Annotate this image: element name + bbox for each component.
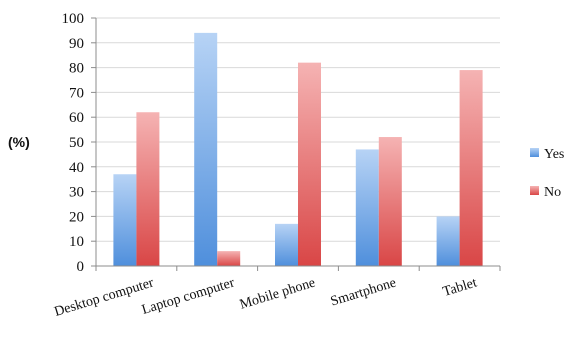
x-tick-label: Desktop computer [53, 275, 156, 320]
bar-yes-laptop-computer [194, 32, 218, 266]
bar-yes-tablet [436, 216, 460, 266]
y-tick-label: 40 [69, 160, 84, 176]
y-tick-label: 10 [69, 234, 84, 250]
y-tick-label: 20 [69, 209, 84, 225]
legend: Yes No [530, 147, 564, 200]
axes [91, 17, 501, 271]
x-tick-label: Smartphone [329, 275, 398, 309]
y-tick-label: 80 [69, 61, 84, 77]
y-tick-label: 30 [69, 185, 84, 201]
legend-swatch-no [530, 186, 539, 195]
legend-label-no: No [544, 185, 561, 200]
y-tick-label: 50 [69, 135, 84, 151]
bar-no-mobile-phone [298, 62, 321, 266]
x-tick-label: Mobile phone [238, 275, 317, 312]
y-axis-label: (%) [8, 134, 30, 150]
bar-yes-mobile-phone [275, 223, 298, 266]
y-tick-label: 90 [69, 36, 84, 52]
y-tick-label: 0 [77, 259, 85, 275]
y-tick-label: 60 [69, 110, 84, 126]
bars [113, 32, 483, 267]
x-tick-label: Tablet [441, 275, 479, 300]
bar-no-tablet [459, 70, 483, 266]
y-tick-label: 100 [62, 11, 85, 27]
x-tick-label: Laptop computer [140, 275, 237, 318]
legend-swatch-yes [530, 148, 539, 157]
y-tick-label: 70 [69, 85, 84, 101]
bar-no-smartphone [378, 137, 402, 266]
bar-no-desktop-computer [136, 112, 160, 267]
bar-no-laptop-computer [217, 251, 241, 266]
y-tick-labels: 0 10 20 30 40 50 60 70 80 90 100 [62, 11, 85, 275]
legend-label-yes: Yes [544, 147, 564, 162]
bar-yes-smartphone [355, 149, 379, 266]
bar-yes-desktop-computer [113, 174, 137, 266]
